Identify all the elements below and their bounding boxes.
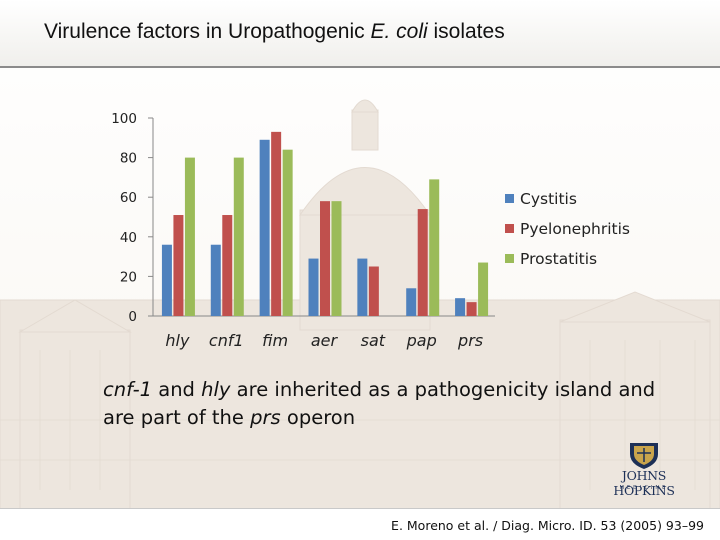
x-tick-label: sat [361, 331, 386, 350]
bar-fim-prostatitis [282, 149, 293, 316]
bar-cnf1-prostatitis [233, 157, 244, 316]
legend-swatch-pyelonephritis [505, 224, 514, 233]
footer-bar: E. Moreno et al. / Diag. Micro. ID. 53 (… [0, 508, 720, 540]
x-tick-label: hly [165, 331, 190, 350]
y-tick-label: 40 [120, 230, 137, 246]
x-tick-label: aer [311, 331, 339, 350]
bar-cnf1-cystitis [210, 244, 221, 316]
bar-fim-cystitis [259, 139, 270, 316]
johns-hopkins-logo: JOHNS HOPKINS MEDICINE [592, 440, 696, 498]
bar-pap-cystitis [406, 288, 417, 316]
bar-pap-pyelonephritis [417, 209, 428, 316]
y-tick-label: 20 [120, 269, 137, 285]
citation: E. Moreno et al. / Diag. Micro. ID. 53 (… [391, 518, 704, 533]
x-tick-label: pap [406, 331, 437, 350]
bar-hly-pyelonephritis [173, 215, 184, 316]
x-tick-label: prs [457, 331, 483, 350]
x-tick-label: fim [262, 331, 288, 350]
logo-subtitle: MEDICINE [619, 485, 669, 491]
slide-title: Virulence factors in Uropathogenic E. co… [44, 20, 505, 43]
bar-cnf1-pyelonephritis [222, 215, 233, 316]
y-tick-label: 60 [120, 190, 137, 206]
logo-name: JOHNS HOPKINS [613, 468, 675, 498]
bar-aer-pyelonephritis [320, 201, 330, 316]
bar-hly-cystitis [161, 244, 172, 316]
legend-swatch-prostatitis [505, 254, 514, 263]
legend-label-prostatitis: Prostatitis [520, 250, 597, 268]
bar-prs-prostatitis [478, 262, 489, 316]
y-tick-label: 0 [128, 309, 137, 325]
y-tick-label: 100 [111, 111, 137, 127]
legend-swatch-cystitis [505, 194, 514, 203]
bar-prs-cystitis [455, 298, 466, 316]
legend-label-pyelonephritis: Pyelonephritis [520, 220, 630, 238]
bar-pap-prostatitis [429, 179, 440, 316]
bar-aer-cystitis [308, 258, 319, 316]
shield-icon [630, 443, 658, 469]
bar-fim-pyelonephritis [271, 131, 282, 316]
title-bar: Virulence factors in Uropathogenic E. co… [0, 0, 720, 68]
x-tick-label: cnf1 [209, 331, 244, 350]
bar-prs-pyelonephritis [466, 302, 477, 316]
bar-sat-cystitis [357, 258, 368, 316]
legend-label-cystitis: Cystitis [520, 190, 577, 208]
bar-hly-prostatitis [184, 157, 195, 316]
bar-aer-prostatitis [331, 201, 342, 316]
caption-text: cnf-1 and hly are inherited as a pathoge… [103, 378, 656, 429]
bar-sat-pyelonephritis [368, 266, 379, 316]
y-tick-label: 80 [120, 151, 137, 167]
